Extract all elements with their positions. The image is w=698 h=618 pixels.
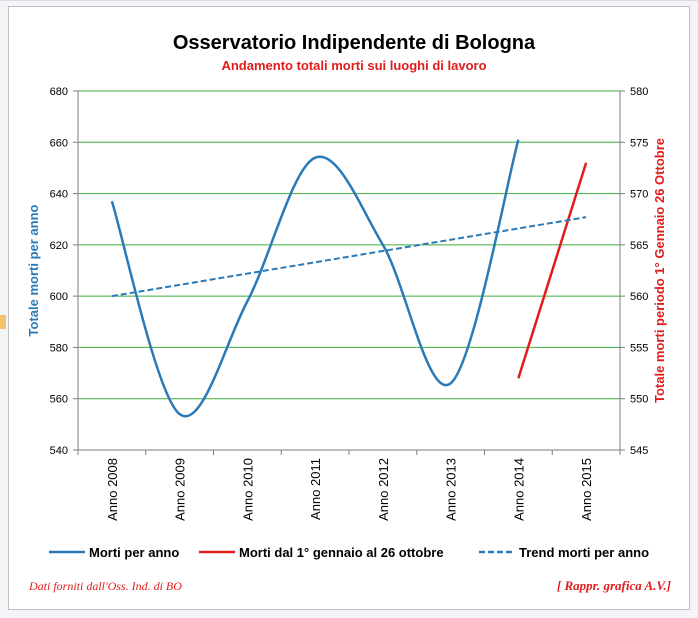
y-tick-label: 620 — [50, 240, 68, 252]
chart-area[interactable]: Osservatorio Indipendente di Bologna Anda… — [8, 6, 690, 610]
y-tick-label: 680 — [50, 86, 68, 98]
x-tick-label: Anno 2012 — [376, 458, 391, 521]
x-tick-label: Anno 2011 — [308, 458, 323, 520]
x-tick-label: Anno 2015 — [579, 458, 594, 521]
y2-tick-label: 580 — [630, 86, 648, 98]
y2-axis-title: Totale morti periodo 1° Gennaio 26 Ottob… — [652, 138, 667, 403]
chart-svg: Osservatorio Indipendente di Bologna Anda… — [26, 32, 671, 593]
y2-tick-label: 575 — [630, 137, 648, 149]
y2-tick-label: 565 — [630, 240, 648, 252]
selected-cell-marker — [0, 315, 6, 329]
legend: Morti per anno Morti dal 1° gennaio al 26… — [49, 545, 649, 560]
y2-tick-label: 545 — [630, 445, 648, 457]
legend-label-3: Trend morti per anno — [519, 545, 649, 560]
x-tick-label: Anno 2008 — [105, 458, 120, 521]
footer-attribution: [ Rappr. grafica A.V.] — [557, 578, 671, 593]
y-tick-label: 660 — [50, 137, 68, 149]
footer-credit: Dati forniti dall'Oss. Ind. di BO — [28, 579, 182, 593]
y2-tick-label: 555 — [630, 342, 648, 354]
y-tick-label: 600 — [50, 291, 68, 303]
series-line-2 — [517, 162, 588, 379]
axes-layer — [73, 90, 625, 455]
series-line-3 — [111, 216, 587, 298]
series-line-1 — [110, 139, 520, 418]
y2-tick-label: 560 — [630, 291, 648, 303]
y-tick-label: 580 — [50, 342, 68, 354]
chart-subtitle: Andamento totali morti sui luoghi di lav… — [221, 58, 486, 73]
legend-label-2: Morti dal 1° gennaio al 26 ottobre — [239, 545, 444, 560]
y2-tick-label: 550 — [630, 394, 648, 406]
y-tick-label: 640 — [50, 189, 68, 201]
x-tick-label: Anno 2009 — [173, 458, 188, 521]
y-tick-label: 560 — [50, 394, 68, 406]
grid-layer — [78, 90, 620, 451]
chart-title: Osservatorio Indipendente di Bologna — [173, 32, 536, 54]
legend-label-1: Morti per anno — [89, 545, 179, 560]
x-tick-label: Anno 2013 — [444, 458, 459, 521]
x-tick-label: Anno 2010 — [240, 458, 255, 521]
series-layer — [110, 139, 588, 418]
y-tick-label: 540 — [50, 445, 68, 457]
y2-tick-label: 570 — [630, 189, 648, 201]
x-tick-label: Anno 2014 — [511, 458, 526, 521]
y-axis-title: Totale morti per anno — [26, 204, 41, 336]
text-layer: Osservatorio Indipendente di Bologna Anda… — [26, 32, 671, 593]
